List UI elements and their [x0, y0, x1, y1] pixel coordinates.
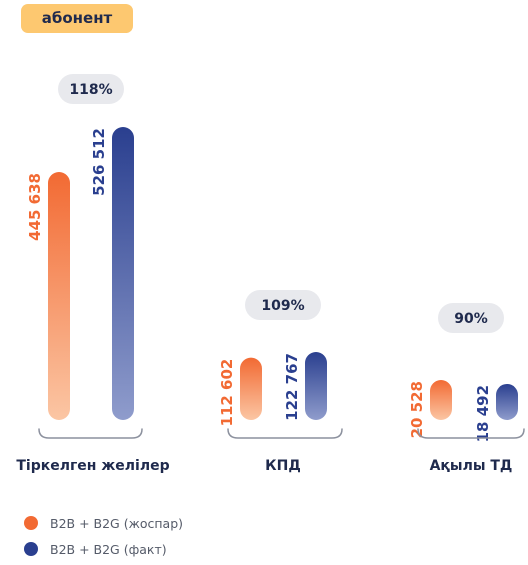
- value-label-fact-0: 526 512: [90, 128, 108, 196]
- legend: B2B + B2G (жоспар) B2B + B2G (факт): [24, 513, 183, 565]
- percent-pill-2: [438, 303, 504, 333]
- bracket-1: [227, 428, 343, 439]
- category-label-2: Ақылы ТД: [430, 458, 513, 474]
- bar-group-0: 445 638 526 512 118% Тіркелген желілер: [16, 74, 170, 474]
- percent-pill-1: [245, 290, 321, 320]
- value-label-plan-1: 112 602: [218, 359, 236, 427]
- bar-fact-1: [305, 352, 327, 420]
- legend-dot-fact: [24, 542, 38, 556]
- percent-label-0: 118%: [69, 82, 112, 98]
- bracket-0: [38, 428, 143, 439]
- value-label-fact-1: 122 767: [283, 353, 301, 421]
- bar-plan-0: [48, 172, 70, 420]
- percent-label-1: 109%: [261, 298, 304, 314]
- category-label-0: Тіркелген желілер: [16, 458, 169, 474]
- legend-item-plan: B2B + B2G (жоспар): [24, 513, 183, 533]
- value-label-plan-2: 20 528: [408, 381, 426, 438]
- value-label-plan-0: 445 638: [26, 173, 44, 241]
- unit-badge: абонент: [21, 4, 133, 33]
- value-label-fact-2: 18 492: [474, 385, 492, 442]
- bar-plan-1: [240, 357, 262, 420]
- bar-fact-2: [496, 383, 518, 420]
- legend-dot-plan: [24, 516, 38, 530]
- bar-plan-2: [430, 380, 452, 420]
- bracket-2: [417, 428, 525, 439]
- bar-fact-0: [112, 127, 134, 420]
- bar-chart: 445 638 526 512 118% Тіркелген желілер 112 6…: [16, 74, 525, 474]
- percent-pill-0: [58, 74, 124, 104]
- bar-group-1: 112 602 122 767 109% КПД: [218, 290, 343, 474]
- category-label-1: КПД: [265, 458, 301, 474]
- legend-item-fact: B2B + B2G (факт): [24, 539, 183, 559]
- legend-label-plan: B2B + B2G (жоспар): [50, 515, 184, 531]
- bar-group-2: 20 528 18 492 90% Ақылы ТД: [408, 303, 525, 474]
- legend-label-fact: B2B + B2G (факт): [50, 541, 167, 557]
- percent-label-2: 90%: [454, 311, 488, 327]
